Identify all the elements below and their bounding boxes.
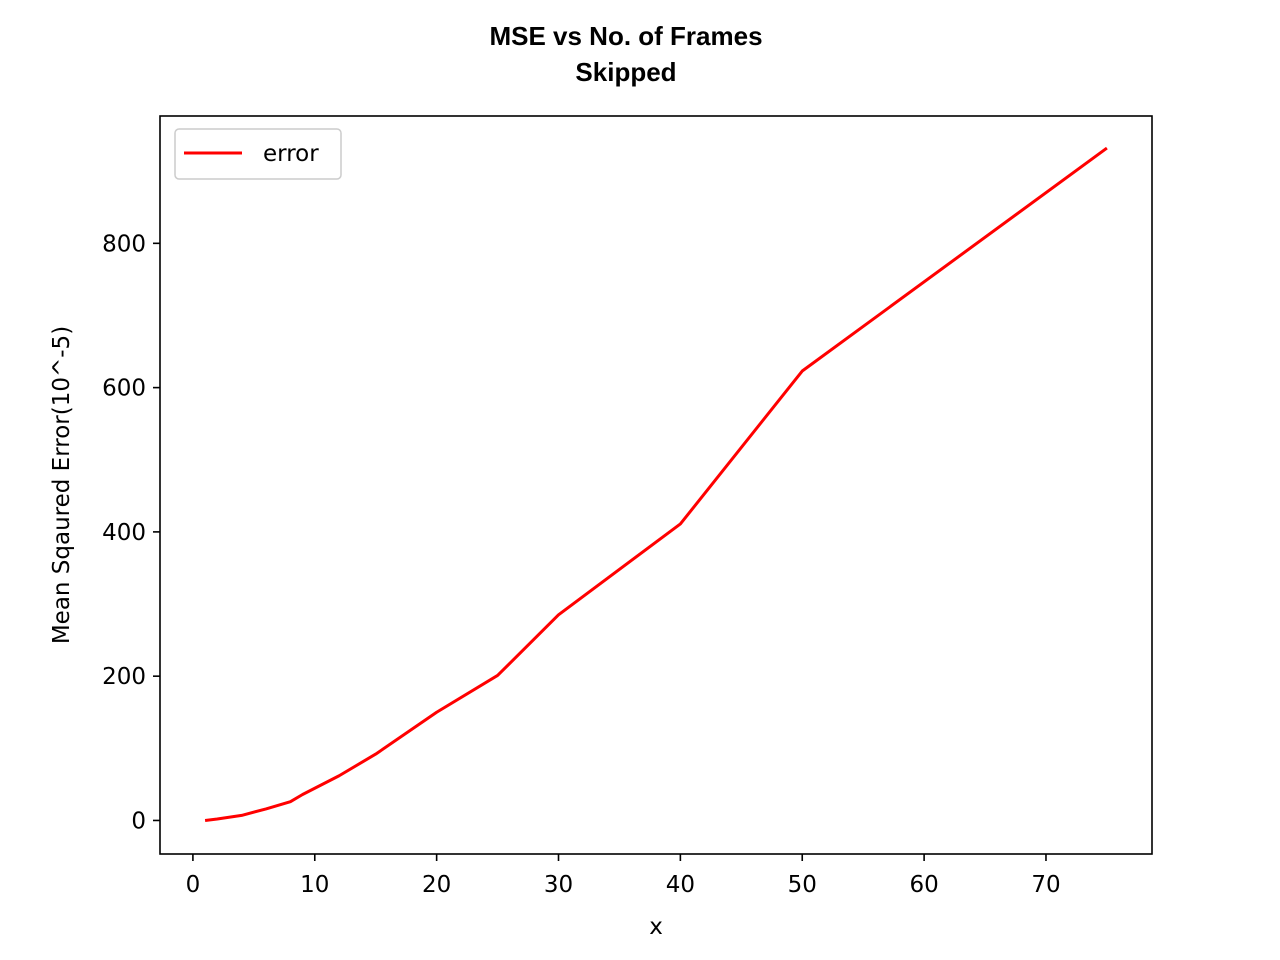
- y-tick-label-0: 0: [131, 808, 146, 834]
- plot-area: [160, 116, 1152, 854]
- x-axis-ticks: 0 10 20 30 40 50 60 70: [186, 854, 1061, 898]
- x-tick-label-10: 10: [300, 872, 329, 898]
- series-layer: [204, 146, 1108, 822]
- x-axis-label: x: [649, 914, 663, 940]
- x-tick-label-60: 60: [909, 872, 938, 898]
- y-tick-label-400: 400: [102, 520, 146, 546]
- y-tick-label-200: 200: [102, 664, 146, 690]
- chart-title-line-1: MSE vs No. of Frames: [489, 21, 762, 51]
- y-tick-label-800: 800: [102, 231, 146, 257]
- chart-title-line-2: Skipped: [575, 57, 676, 87]
- legend-label-error: error: [263, 141, 319, 167]
- x-tick-label-0: 0: [186, 872, 201, 898]
- x-tick-label-40: 40: [666, 872, 695, 898]
- x-tick-label-30: 30: [544, 872, 573, 898]
- x-tick-label-20: 20: [422, 872, 451, 898]
- y-axis-ticks: 0 200 400 600 800: [102, 231, 160, 834]
- x-tick-label-70: 70: [1031, 872, 1060, 898]
- y-tick-label-600: 600: [102, 376, 146, 402]
- legend-box: [174, 128, 342, 180]
- plot-frame: [159, 115, 1153, 855]
- y-axis-label: Mean Sqaured Error(10^-5): [49, 326, 75, 644]
- series-line-error: [204, 146, 1108, 822]
- x-tick-label-50: 50: [788, 872, 817, 898]
- legend: error: [174, 128, 342, 180]
